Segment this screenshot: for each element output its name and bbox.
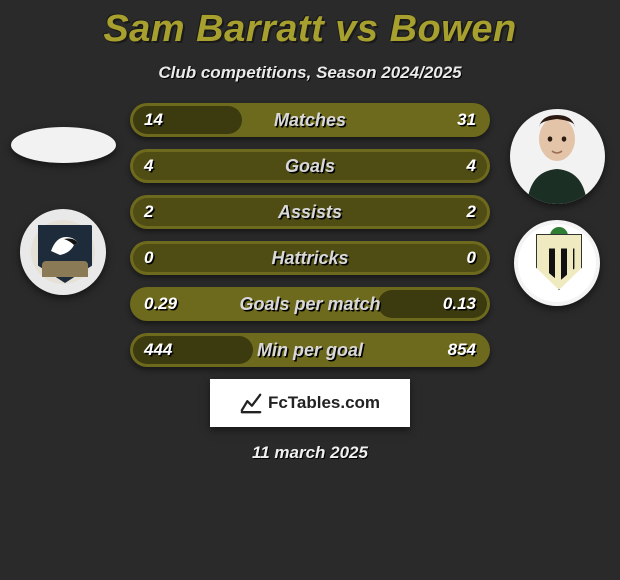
stat-label: Min per goal [257,340,363,361]
left-column [0,103,120,295]
date-label: 11 march 2025 [0,443,620,463]
stat-value-right: 2 [432,202,476,222]
stat-bar: 4 Goals 4 [130,149,490,183]
stat-value-right: 31 [432,110,476,130]
stat-label: Assists [278,202,342,223]
magpie-icon [48,231,82,259]
fctables-logo: FcTables.com [210,379,410,427]
infographic-root: Sam Barratt vs Bowen Club competitions, … [0,0,620,463]
stat-value-left: 0.29 [144,294,188,314]
stat-bar: 2 Assists 2 [130,195,490,229]
stat-value-left: 444 [144,340,188,360]
player-silhouette-icon [512,109,602,204]
bridge-icon [42,261,88,277]
stat-value-left: 0 [144,248,188,268]
stat-bar: 0 Hattricks 0 [130,241,490,275]
stat-value-right: 4 [432,156,476,176]
page-title: Sam Barratt vs Bowen [0,8,620,51]
stat-value-left: 14 [144,110,188,130]
club-badge-left [20,209,106,295]
chart-line-icon [240,392,262,414]
player-photo-right [510,109,605,204]
stat-label: Hattricks [271,248,348,269]
right-column [500,103,620,306]
subtitle: Club competitions, Season 2024/2025 [0,63,620,83]
stat-label: Matches [274,110,346,131]
stats-column: 14 Matches 31 4 Goals 4 2 Assists 2 0 Hattricks 0 0.… [120,103,500,367]
stat-bar: 0.29 Goals per match 0.13 [130,287,490,321]
player-photo-left [11,127,116,163]
logo-text: FcTables.com [268,393,380,413]
stat-bar: 444 Min per goal 854 [130,333,490,367]
stat-value-right: 0.13 [432,294,476,314]
stat-label: Goals [285,156,335,177]
club-badge-right [514,220,600,306]
stat-value-right: 854 [432,340,476,360]
stat-value-left: 2 [144,202,188,222]
stat-label: Goals per match [239,294,380,315]
main-row: 14 Matches 31 4 Goals 4 2 Assists 2 0 Hattricks 0 0.… [0,103,620,367]
stripes-icon [537,235,581,289]
stat-bar: 14 Matches 31 [130,103,490,137]
crest-icon [536,234,582,290]
stat-value-right: 0 [432,248,476,268]
stat-value-left: 4 [144,156,188,176]
